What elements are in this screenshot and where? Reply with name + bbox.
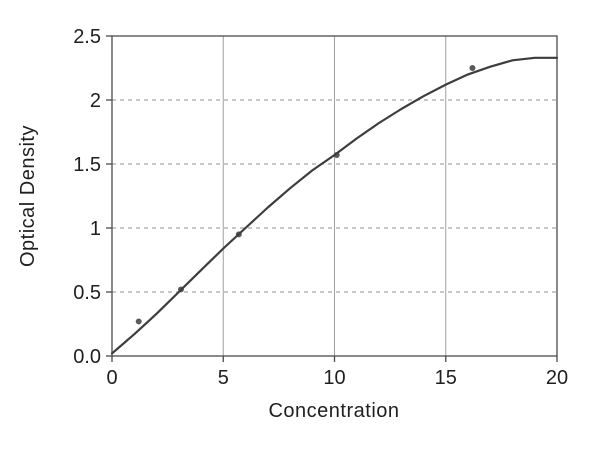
x-axis-label: Concentration xyxy=(268,400,400,422)
fitted-curve xyxy=(110,56,559,355)
y-axis-label: Optical Density xyxy=(17,125,39,267)
data-point-marker xyxy=(469,65,476,71)
y-tick-label: 0.5 xyxy=(73,282,101,304)
y-tick-label: 1.5 xyxy=(73,154,101,176)
y-tick-label: 2.5 xyxy=(73,26,101,48)
x-tick-label: 0 xyxy=(106,367,117,389)
y-tick-label: 1 xyxy=(90,218,101,240)
x-tick-label: 10 xyxy=(323,367,345,389)
y-tick-label: 2 xyxy=(90,90,101,112)
y-tick-label: 0.0 xyxy=(73,346,101,368)
x-tick-label: 15 xyxy=(435,367,457,389)
data-point-marker xyxy=(135,318,142,325)
x-tick-label: 20 xyxy=(546,367,568,389)
x-tick-label: 5 xyxy=(218,367,229,389)
